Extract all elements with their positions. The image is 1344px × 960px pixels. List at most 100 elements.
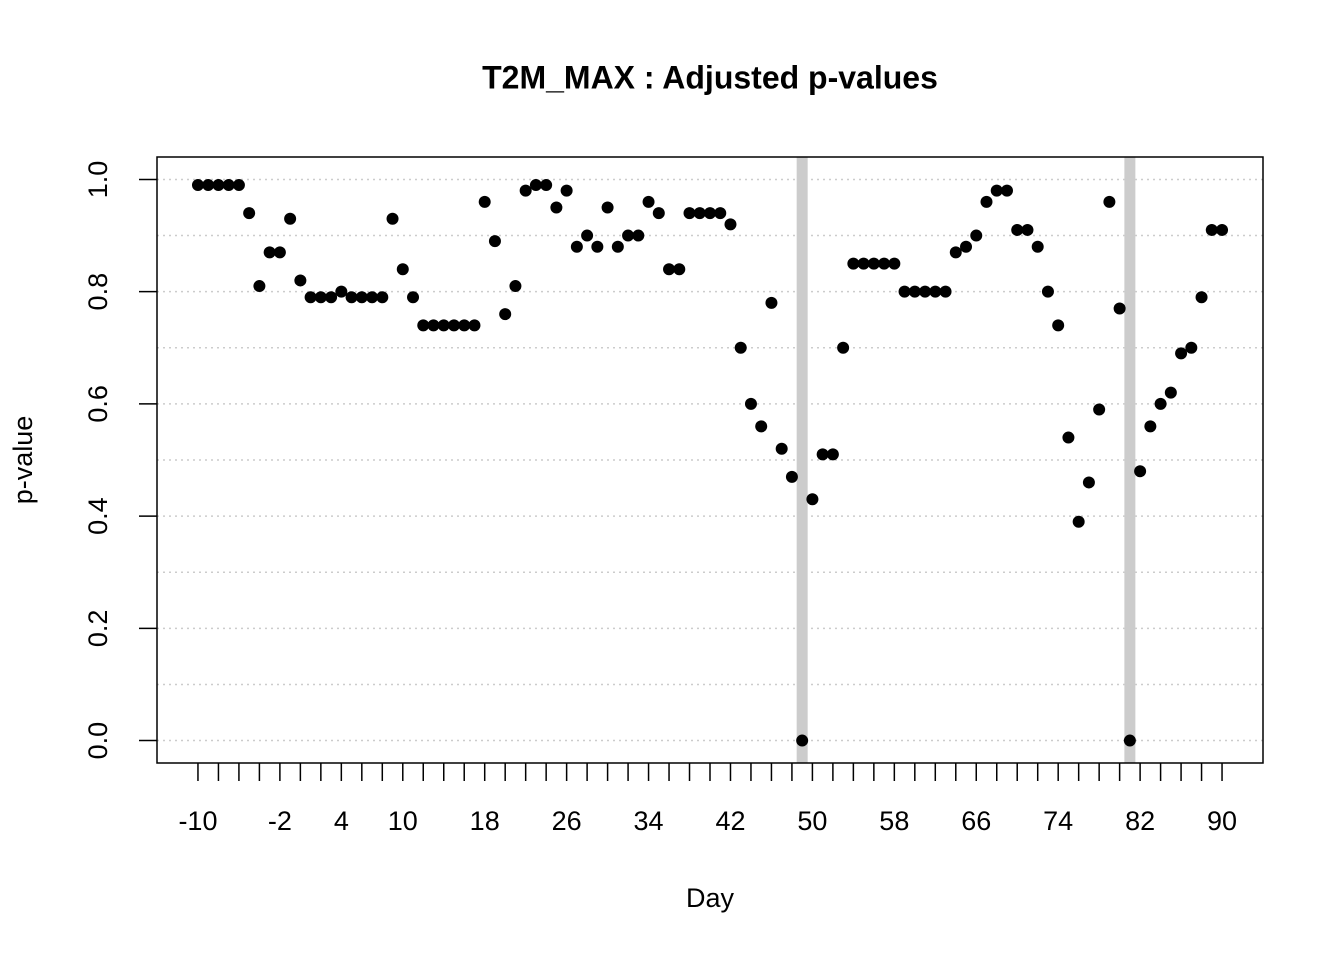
point: [458, 319, 471, 332]
point: [775, 442, 788, 455]
point: [929, 285, 942, 298]
point: [939, 285, 952, 298]
point: [1175, 347, 1188, 360]
point: [652, 207, 665, 220]
y-tick-label: 0.2: [83, 610, 113, 648]
point: [622, 229, 635, 242]
x-tick-label: 34: [634, 806, 664, 836]
point: [642, 195, 655, 208]
x-tick-label: -2: [268, 806, 292, 836]
point: [683, 207, 696, 220]
point: [304, 291, 317, 304]
y-axis-label: p-value: [8, 416, 38, 505]
point: [1041, 285, 1054, 298]
point: [898, 285, 911, 298]
point: [263, 246, 276, 259]
point: [407, 291, 420, 304]
point: [960, 240, 973, 253]
y-tick-label: 0.6: [83, 385, 113, 423]
point: [990, 184, 1003, 197]
point: [1144, 420, 1157, 433]
point: [806, 493, 819, 506]
point: [1195, 291, 1208, 304]
point: [796, 734, 809, 747]
point: [1000, 184, 1013, 197]
point: [1123, 734, 1136, 747]
x-tick-label: 26: [552, 806, 582, 836]
point: [1011, 223, 1024, 236]
x-tick-label: 74: [1043, 806, 1073, 836]
x-tick-label: 4: [334, 806, 349, 836]
point: [663, 263, 676, 276]
point: [509, 280, 522, 293]
point: [366, 291, 379, 304]
x-tick-label: 66: [961, 806, 991, 836]
point: [222, 179, 235, 192]
point: [447, 319, 460, 332]
point: [1216, 223, 1229, 236]
point: [1031, 240, 1044, 253]
point: [949, 246, 962, 259]
point: [581, 229, 594, 242]
y-tick-label: 0.0: [83, 722, 113, 760]
point: [1062, 431, 1075, 444]
point: [191, 179, 204, 192]
x-axis-label: Day: [686, 883, 735, 913]
point: [857, 257, 870, 270]
x-tick-label: 18: [470, 806, 500, 836]
point: [417, 319, 430, 332]
x-tick-label: 82: [1125, 806, 1155, 836]
point: [1021, 223, 1034, 236]
point: [724, 218, 737, 231]
point: [202, 179, 215, 192]
point: [1164, 386, 1177, 399]
point: [519, 184, 532, 197]
point: [529, 179, 542, 192]
point: [232, 179, 245, 192]
point: [734, 341, 747, 354]
point: [980, 195, 993, 208]
y-tick-label: 0.4: [83, 497, 113, 535]
point: [335, 285, 348, 298]
point: [1205, 223, 1218, 236]
point: [243, 207, 256, 220]
point: [826, 448, 839, 461]
y-tick-label: 1.0: [83, 161, 113, 199]
x-tick-label: 42: [715, 806, 745, 836]
point: [1093, 403, 1106, 416]
point: [355, 291, 368, 304]
point: [560, 184, 573, 197]
point: [601, 201, 614, 214]
point: [1154, 397, 1167, 410]
point: [314, 291, 327, 304]
point: [919, 285, 932, 298]
point: [396, 263, 409, 276]
point: [785, 470, 798, 483]
point: [1113, 302, 1126, 315]
point: [673, 263, 686, 276]
point: [488, 235, 501, 248]
point: [386, 212, 399, 225]
point: [970, 229, 983, 242]
point: [867, 257, 880, 270]
point: [253, 280, 266, 293]
point: [1082, 476, 1095, 489]
point: [888, 257, 901, 270]
point: [693, 207, 706, 220]
point: [714, 207, 727, 220]
point: [1052, 319, 1065, 332]
x-tick-label: 10: [388, 806, 418, 836]
point: [345, 291, 358, 304]
point: [816, 448, 829, 461]
point: [468, 319, 481, 332]
chart-title: T2M_MAX : Adjusted p-values: [482, 59, 938, 95]
point: [540, 179, 553, 192]
point: [1103, 195, 1116, 208]
point: [755, 420, 768, 433]
point: [878, 257, 891, 270]
point: [765, 296, 778, 309]
y-tick-label: 0.8: [83, 273, 113, 311]
point: [744, 397, 757, 410]
point: [437, 319, 450, 332]
